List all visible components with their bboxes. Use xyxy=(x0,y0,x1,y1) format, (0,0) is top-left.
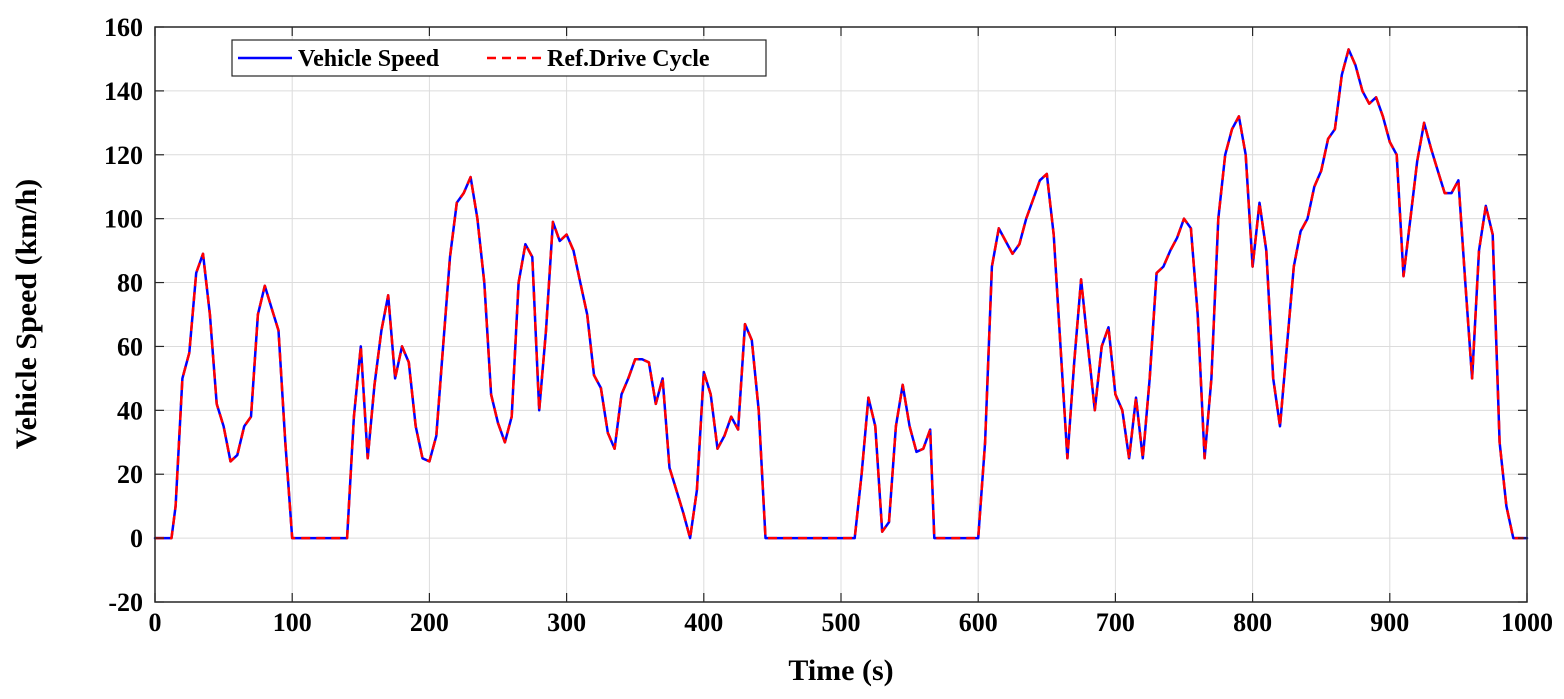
series-line-ref-drive-cycle xyxy=(155,48,1527,540)
legend: Vehicle Speed Ref.Drive Cycle xyxy=(231,39,767,77)
x-tick-label: 700 xyxy=(1096,608,1135,637)
series-layer xyxy=(153,48,1529,540)
x-tick-label: 400 xyxy=(684,608,723,637)
y-tick-label: 100 xyxy=(104,205,143,234)
y-axis-label: Vehicle Speed (km/h) xyxy=(10,179,43,450)
x-tick-label: 100 xyxy=(273,608,312,637)
x-tick-label: 900 xyxy=(1370,608,1409,637)
x-axis-label: Time (s) xyxy=(788,654,893,687)
tick-labels: 0 100 200 300 400 500 600 700 800 900 1000-2002040… xyxy=(104,13,1553,637)
x-tick-label: 600 xyxy=(959,608,998,637)
legend-box xyxy=(231,39,767,77)
x-tick-label: 500 xyxy=(822,608,861,637)
x-tick-label: 800 xyxy=(1233,608,1272,637)
y-tick-label: -20 xyxy=(108,588,143,617)
y-tick-label: 0 xyxy=(130,524,143,553)
y-tick-label: 160 xyxy=(104,13,143,42)
x-tick-label: 1000 xyxy=(1501,608,1553,637)
x-tick-label: 200 xyxy=(410,608,449,637)
y-tick-label: 20 xyxy=(117,460,143,489)
x-tick-label: 300 xyxy=(547,608,586,637)
y-tick-label: 140 xyxy=(104,77,143,106)
y-tick-label: 60 xyxy=(117,332,143,361)
x-tick-label: 0 xyxy=(149,608,162,637)
y-tick-label: 120 xyxy=(104,141,143,170)
y-tick-label: 40 xyxy=(117,396,143,425)
legend-label-vehicle-speed: Vehicle Speed xyxy=(298,46,440,72)
y-tick-label: 80 xyxy=(117,269,143,298)
legend-label-ref-drive-cycle: Ref.Drive Cycle xyxy=(547,46,710,72)
